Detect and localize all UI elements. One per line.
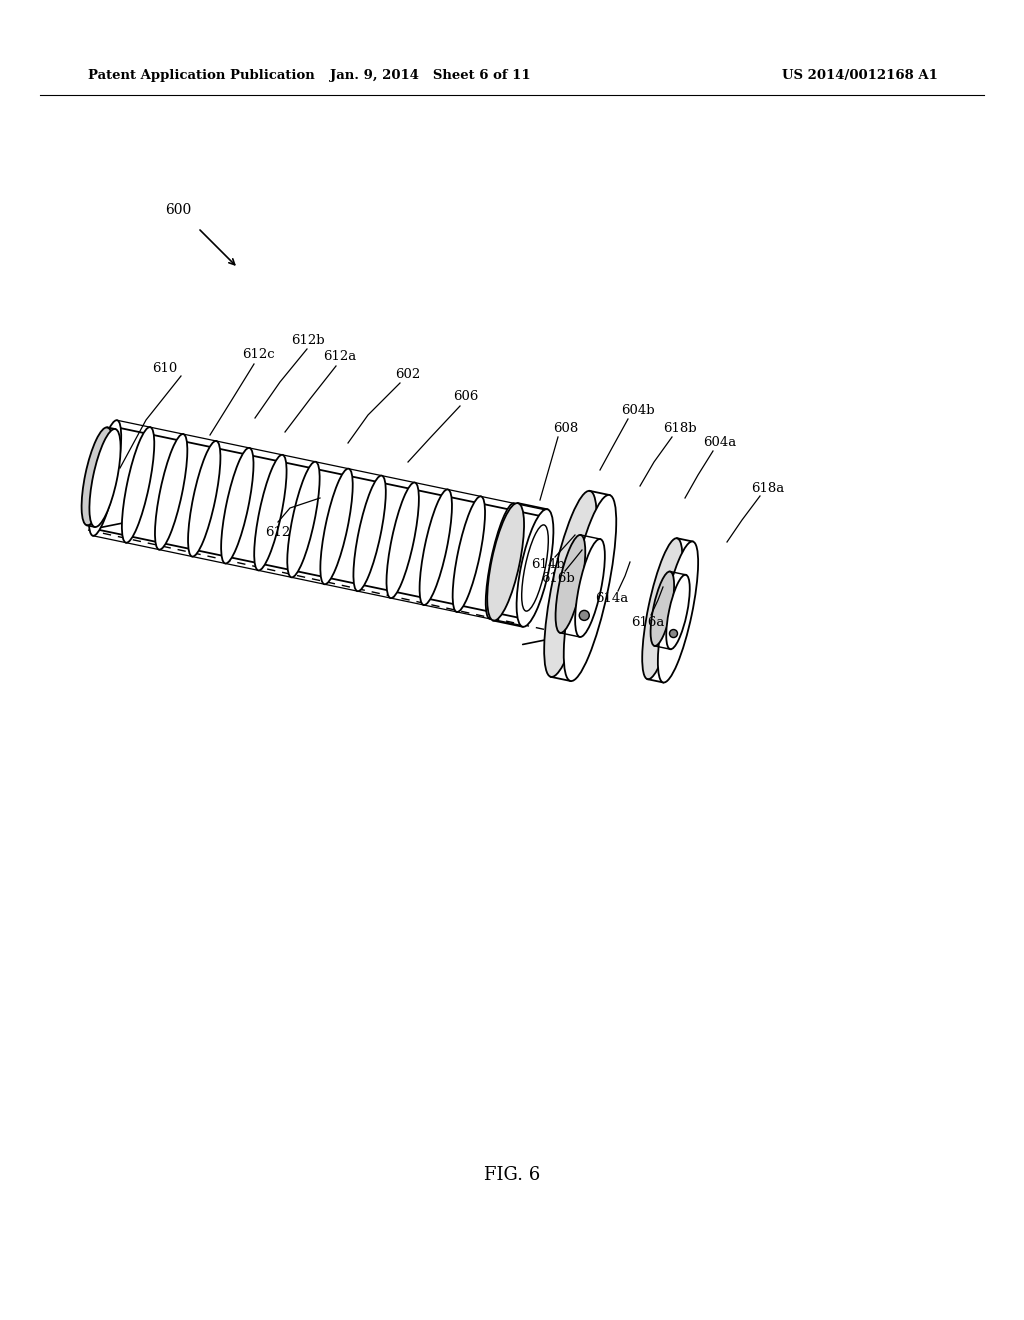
- Ellipse shape: [254, 455, 287, 570]
- Ellipse shape: [519, 511, 551, 626]
- Ellipse shape: [642, 539, 682, 680]
- Ellipse shape: [487, 503, 524, 620]
- Text: 608: 608: [553, 421, 579, 434]
- Ellipse shape: [155, 434, 187, 549]
- Ellipse shape: [122, 428, 155, 543]
- Ellipse shape: [89, 429, 121, 527]
- Text: Jan. 9, 2014   Sheet 6 of 11: Jan. 9, 2014 Sheet 6 of 11: [330, 69, 530, 82]
- Ellipse shape: [386, 483, 419, 598]
- Ellipse shape: [353, 475, 386, 591]
- Ellipse shape: [650, 572, 674, 645]
- Ellipse shape: [670, 630, 678, 638]
- Text: 616b: 616b: [541, 572, 574, 585]
- Text: US 2014/0012168 A1: US 2014/0012168 A1: [782, 69, 938, 82]
- Text: 618b: 618b: [664, 421, 696, 434]
- Ellipse shape: [321, 469, 352, 585]
- Ellipse shape: [556, 535, 586, 632]
- Ellipse shape: [221, 447, 254, 564]
- Text: Patent Application Publication: Patent Application Publication: [88, 69, 314, 82]
- Ellipse shape: [564, 495, 616, 681]
- Ellipse shape: [288, 462, 319, 577]
- Text: FIG. 6: FIG. 6: [484, 1166, 540, 1184]
- Text: 612c: 612c: [242, 348, 274, 362]
- Text: 600: 600: [165, 203, 191, 216]
- Ellipse shape: [188, 441, 220, 557]
- Text: 606: 606: [454, 391, 478, 404]
- Ellipse shape: [580, 610, 589, 620]
- Ellipse shape: [657, 541, 698, 682]
- Ellipse shape: [516, 510, 553, 627]
- Text: 614a: 614a: [595, 591, 629, 605]
- Text: 612: 612: [265, 525, 291, 539]
- Ellipse shape: [82, 428, 113, 525]
- Ellipse shape: [667, 574, 690, 649]
- Text: 616a: 616a: [632, 615, 665, 628]
- Ellipse shape: [420, 490, 452, 605]
- Text: 612b: 612b: [291, 334, 325, 346]
- Ellipse shape: [485, 503, 518, 619]
- Text: 612a: 612a: [324, 351, 356, 363]
- Text: 602: 602: [395, 367, 421, 380]
- Ellipse shape: [453, 496, 485, 612]
- Text: 604a: 604a: [703, 436, 736, 449]
- Text: 618a: 618a: [752, 482, 784, 495]
- Ellipse shape: [544, 491, 597, 677]
- Ellipse shape: [575, 539, 605, 638]
- Text: 604b: 604b: [622, 404, 654, 417]
- Ellipse shape: [521, 525, 548, 611]
- Text: 614b: 614b: [531, 557, 565, 570]
- Text: 610: 610: [153, 362, 177, 375]
- Ellipse shape: [89, 420, 121, 536]
